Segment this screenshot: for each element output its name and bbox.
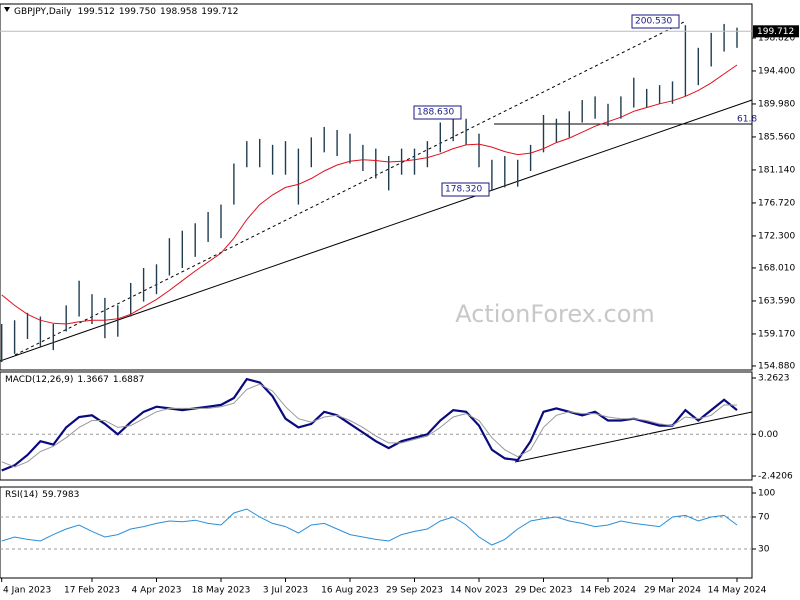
macd-line — [1, 377, 738, 472]
macd-trend-line — [514, 411, 753, 463]
rsi-line — [1, 508, 738, 546]
watermark: ActionForex.com — [455, 300, 655, 328]
x-tick-label: 16 Aug 2023 — [321, 586, 379, 596]
quote: 198.958 — [160, 7, 197, 17]
rsi-panel — [0, 486, 753, 579]
x-tick-label: 4 Jan 2023 — [3, 586, 51, 596]
y-tick-label: 168.010 — [758, 263, 795, 273]
y-tick-label: 194.400 — [758, 66, 795, 76]
y-tick-label: -2.4206 — [758, 472, 793, 482]
moving-average — [1, 64, 738, 325]
y-tick-label: 70 — [758, 513, 770, 523]
readout: 1.6887 — [113, 375, 145, 385]
x-tick-label: 18 May 2023 — [192, 586, 251, 596]
rsi-title: RSI(14) 59.7983 — [5, 490, 79, 500]
x-tick-label: 14 Nov 2023 — [450, 586, 508, 596]
macd-panel — [0, 371, 753, 481]
annotation: 61.8 — [737, 115, 757, 125]
y-tick-label: 163.590 — [758, 296, 795, 306]
y-tick-label: 100 — [758, 489, 775, 499]
annotation-box — [413, 105, 462, 120]
annotation: 188.630 — [417, 108, 454, 118]
y-tick-label: 3.2623 — [758, 374, 790, 384]
y-tick-label: 176.720 — [758, 198, 795, 208]
annotation: 178.320 — [445, 185, 482, 195]
chart-title: GBPJPY,Daily 199.512 199.750 198.958 199.712 — [14, 7, 238, 17]
readout: 1.3667 — [77, 375, 109, 385]
quote: 199.512 — [78, 7, 115, 17]
y-tick-label: 181.140 — [758, 165, 795, 175]
annotation: 200.530 — [635, 17, 672, 27]
x-tick-label: 29 Dec 2023 — [515, 586, 573, 596]
channel-line — [14, 20, 687, 356]
close-label: 199.712 — [757, 27, 794, 37]
price-panel — [0, 3, 753, 371]
x-tick-label: 14 Feb 2024 — [580, 586, 636, 596]
x-tick-label: 17 Feb 2023 — [64, 586, 120, 596]
x-tick-label: 3 Jul 2023 — [263, 586, 308, 596]
annotation-box — [631, 14, 680, 29]
quote: 199.750 — [119, 7, 156, 17]
x-tick-label: 29 Sep 2023 — [386, 586, 443, 596]
macd-line — [1, 383, 738, 468]
y-tick-label: 0.00 — [758, 430, 778, 440]
y-tick-label: 172.300 — [758, 231, 795, 241]
close-box — [753, 25, 799, 38]
indicator: RSI(14) — [5, 490, 38, 500]
y-tick-label: 198.820 — [758, 33, 795, 43]
x-tick-label: 14 May 2024 — [708, 586, 767, 596]
x-tick-label: 29 Mar 2024 — [644, 586, 701, 596]
y-tick-label: 189.980 — [758, 99, 795, 109]
y-tick-label: 154.880 — [758, 361, 795, 371]
readout: 59.7983 — [42, 490, 79, 500]
quote: 199.712 — [201, 7, 238, 17]
y-tick-label: 30 — [758, 545, 770, 555]
symbol-arrow — [4, 7, 10, 12]
y-tick-label: 159.170 — [758, 329, 795, 339]
indicator: MACD(12,26,9) — [5, 375, 73, 385]
macd-title: MACD(12,26,9) 1.3667 1.6887 — [5, 375, 144, 385]
symbol: GBPJPY,Daily — [14, 7, 72, 17]
annotation-box — [441, 182, 490, 197]
y-tick-label: 185.560 — [758, 132, 795, 142]
x-tick-label: 4 Apr 2023 — [132, 586, 182, 596]
trend-line — [0, 99, 753, 362]
